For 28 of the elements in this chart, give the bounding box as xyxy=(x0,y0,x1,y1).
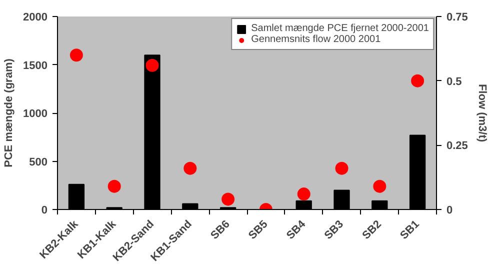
y-tick-label: 500 xyxy=(29,156,48,168)
x-tick-label: SB3 xyxy=(322,218,346,242)
x-tick-label: SB5 xyxy=(246,218,270,242)
y2-tick-label: 0.5 xyxy=(446,76,462,88)
point xyxy=(297,188,310,201)
y2-tick-label: 0.25 xyxy=(446,140,468,152)
point xyxy=(184,162,197,175)
legend-label: Samlet mængde PCE fjernet 2000-2001 xyxy=(251,23,429,34)
x-tick-label: SB2 xyxy=(360,218,384,242)
y2-tick-label: 0.75 xyxy=(446,12,468,24)
point xyxy=(222,192,235,206)
y2-tick-label: 0 xyxy=(446,204,453,216)
y-tick-label: 1000 xyxy=(23,108,48,120)
y2-axis-title: Flow (m3/t) xyxy=(476,84,488,142)
point xyxy=(335,162,348,175)
point xyxy=(108,180,121,193)
x-tick-label: SB4 xyxy=(284,218,309,242)
point xyxy=(411,74,424,88)
x-tick-label: SB1 xyxy=(398,218,422,242)
legend-label: Gennemsnits flow 2000 2001 xyxy=(251,34,381,45)
y-axis-title: PCE mængde (gram) xyxy=(3,58,16,168)
y-tick-label: 1500 xyxy=(23,60,48,72)
point xyxy=(70,48,83,62)
point xyxy=(373,180,386,193)
x-tick-label: SB6 xyxy=(208,218,232,242)
y-tick-label: 2000 xyxy=(23,12,48,24)
point xyxy=(146,58,159,72)
y-tick-label: 0 xyxy=(41,204,48,216)
